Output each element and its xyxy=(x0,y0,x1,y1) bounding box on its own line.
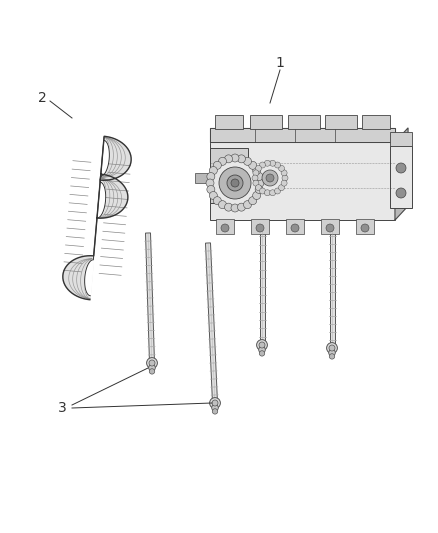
Circle shape xyxy=(231,204,239,212)
Circle shape xyxy=(255,165,261,171)
Circle shape xyxy=(249,197,257,205)
Circle shape xyxy=(256,179,264,187)
Circle shape xyxy=(253,191,261,199)
Circle shape xyxy=(225,203,233,211)
Circle shape xyxy=(255,173,263,181)
Polygon shape xyxy=(259,228,265,345)
FancyBboxPatch shape xyxy=(390,132,412,146)
Circle shape xyxy=(207,173,215,181)
Circle shape xyxy=(270,160,276,166)
Circle shape xyxy=(257,340,268,350)
Circle shape xyxy=(252,175,258,181)
Circle shape xyxy=(259,342,265,348)
Circle shape xyxy=(255,184,261,191)
Circle shape xyxy=(259,188,265,194)
Polygon shape xyxy=(85,140,110,296)
Polygon shape xyxy=(205,243,218,403)
Text: 3: 3 xyxy=(58,401,67,415)
Circle shape xyxy=(282,175,288,181)
Circle shape xyxy=(219,200,226,208)
Circle shape xyxy=(253,180,259,186)
Polygon shape xyxy=(63,136,131,300)
Circle shape xyxy=(265,160,270,166)
Circle shape xyxy=(329,354,335,359)
Circle shape xyxy=(219,167,251,199)
FancyBboxPatch shape xyxy=(216,219,234,234)
Bar xyxy=(195,173,211,183)
FancyBboxPatch shape xyxy=(321,219,339,234)
Circle shape xyxy=(212,409,218,414)
Circle shape xyxy=(270,190,276,196)
Circle shape xyxy=(327,343,337,353)
Circle shape xyxy=(149,360,155,366)
Circle shape xyxy=(149,369,155,374)
Circle shape xyxy=(213,161,221,169)
Polygon shape xyxy=(210,128,395,142)
Circle shape xyxy=(253,166,261,174)
Circle shape xyxy=(329,345,335,351)
Circle shape xyxy=(281,170,287,176)
Circle shape xyxy=(207,185,215,193)
Text: 2: 2 xyxy=(38,91,46,105)
Circle shape xyxy=(209,157,261,209)
Circle shape xyxy=(237,155,245,163)
Circle shape xyxy=(209,191,217,199)
Circle shape xyxy=(231,154,239,162)
Circle shape xyxy=(326,224,334,232)
Circle shape xyxy=(279,184,285,191)
Circle shape xyxy=(259,346,265,353)
Circle shape xyxy=(262,170,278,186)
Circle shape xyxy=(206,179,214,187)
Circle shape xyxy=(147,358,157,368)
FancyBboxPatch shape xyxy=(288,115,320,129)
Circle shape xyxy=(279,165,285,171)
Polygon shape xyxy=(329,228,335,348)
Circle shape xyxy=(259,351,265,356)
Circle shape xyxy=(361,224,369,232)
Circle shape xyxy=(253,170,259,176)
Circle shape xyxy=(328,350,336,356)
Circle shape xyxy=(219,157,226,165)
Circle shape xyxy=(212,405,218,411)
Circle shape xyxy=(227,175,243,191)
Circle shape xyxy=(275,162,280,168)
Circle shape xyxy=(275,188,280,194)
Circle shape xyxy=(210,398,220,408)
FancyBboxPatch shape xyxy=(210,148,248,203)
Polygon shape xyxy=(85,140,110,296)
Circle shape xyxy=(213,197,221,205)
Circle shape xyxy=(231,179,239,187)
Polygon shape xyxy=(395,128,408,220)
Circle shape xyxy=(256,224,264,232)
Circle shape xyxy=(249,161,257,169)
FancyBboxPatch shape xyxy=(251,219,269,234)
Circle shape xyxy=(244,157,251,165)
Polygon shape xyxy=(145,233,155,363)
Circle shape xyxy=(396,163,406,173)
Circle shape xyxy=(259,162,265,168)
Circle shape xyxy=(244,200,251,208)
Circle shape xyxy=(255,185,263,193)
Text: 1: 1 xyxy=(276,56,284,70)
Circle shape xyxy=(148,365,155,371)
FancyBboxPatch shape xyxy=(362,115,390,129)
FancyBboxPatch shape xyxy=(356,219,374,234)
FancyBboxPatch shape xyxy=(250,115,282,129)
Circle shape xyxy=(265,190,270,196)
Circle shape xyxy=(254,162,286,194)
FancyBboxPatch shape xyxy=(325,115,357,129)
FancyBboxPatch shape xyxy=(286,219,304,234)
Circle shape xyxy=(291,224,299,232)
Circle shape xyxy=(225,155,233,163)
Circle shape xyxy=(396,188,406,198)
Circle shape xyxy=(266,174,274,182)
Circle shape xyxy=(237,203,245,211)
Circle shape xyxy=(212,400,218,406)
Circle shape xyxy=(209,166,217,174)
FancyBboxPatch shape xyxy=(390,146,412,208)
FancyBboxPatch shape xyxy=(210,142,395,220)
Circle shape xyxy=(281,180,287,186)
Circle shape xyxy=(221,224,229,232)
FancyBboxPatch shape xyxy=(215,115,243,129)
